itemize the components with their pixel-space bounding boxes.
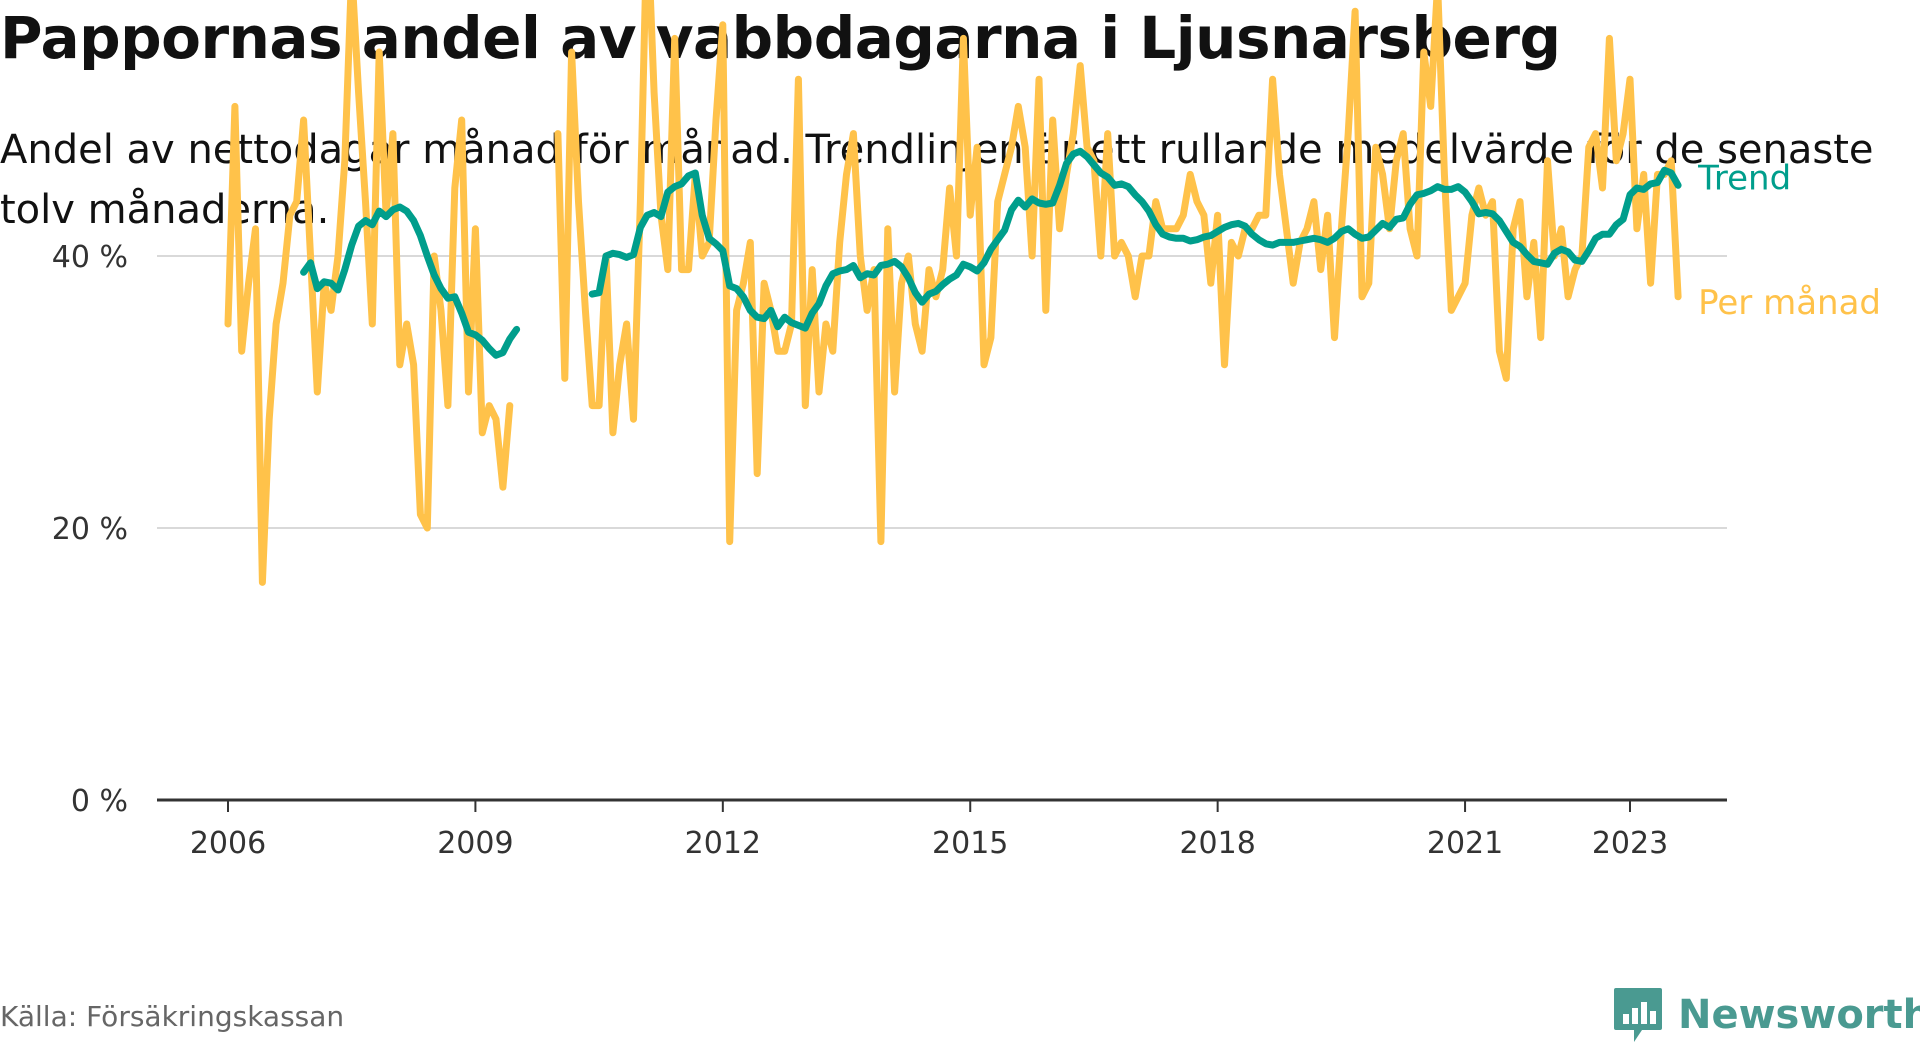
series-lines (224, 0, 1682, 586)
y-tick-label: 60 % (52, 0, 128, 3)
legend-monthly-label: Per månad (1698, 283, 1881, 323)
x-tick-label: 2006 (190, 826, 266, 861)
y-tick-label: 0 % (71, 784, 128, 819)
x-tick-label: 2012 (685, 826, 761, 861)
x-axis-ticks: 2006 2009 2012 2015 2018 2021 2023 (190, 800, 1668, 861)
legend-trend-label: Trend (1697, 158, 1791, 198)
y-tick-label: 40 % (52, 240, 128, 275)
x-tick-label: 2015 (932, 826, 1008, 861)
chart-subtitle: Andel av nettodagar månad för månad. Tre… (0, 127, 1874, 233)
x-tick-label: 2023 (1592, 826, 1668, 861)
brand-name: Newsworthy (1678, 992, 1920, 1038)
monthly-series-line (224, 0, 1682, 586)
source-note: Källa: Försäkringskassan (0, 1000, 345, 1033)
chart-title: Pappornas andel av vabbdagarna i Ljusnar… (0, 4, 1561, 72)
bar-chart-speech-bubble-icon (1614, 988, 1662, 1042)
brand-logo: Newsworthy (1612, 982, 1920, 1048)
x-tick-label: 2021 (1427, 826, 1503, 861)
y-tick-label: 20 % (52, 512, 128, 547)
x-tick-label: 2018 (1179, 826, 1255, 861)
y-axis-ticks: 0 % 20 % 40 % 60 % (52, 0, 128, 819)
x-tick-label: 2009 (437, 826, 513, 861)
trend-series-line (300, 147, 1682, 359)
legend: Trend Per månad (1697, 158, 1881, 323)
